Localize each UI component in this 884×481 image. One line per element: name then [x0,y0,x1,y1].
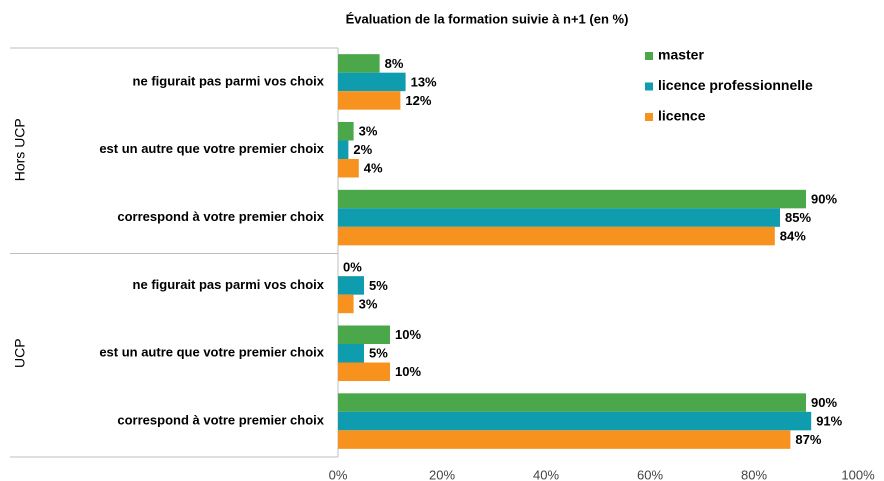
legend-swatch [645,113,653,121]
bar [338,411,812,431]
bar [338,430,791,449]
y-tick-label: correspond à votre premier choix [117,413,324,428]
x-tick-label: 80% [741,467,767,481]
group-label: Hors UCP [12,118,28,181]
bar [338,91,401,110]
bar [338,159,359,178]
value-label: 91% [816,414,842,429]
bar [338,189,806,209]
value-label: 13% [411,74,437,89]
value-label: 8% [385,56,404,71]
bar [338,122,354,141]
bar [338,226,775,246]
bar [338,140,349,159]
bar [338,208,780,227]
bar [338,276,364,295]
value-label: 90% [811,395,837,410]
y-tick-label: correspond à votre premier choix [117,209,324,224]
legend-label: master [658,47,704,63]
value-label: 0% [343,259,362,274]
legend-label: licence [658,108,706,124]
bar [338,54,380,73]
value-label: 10% [395,364,421,379]
group-label: UCP [12,338,28,368]
value-label: 5% [369,346,388,361]
y-tick-label: ne figurait pas parmi vos choix [133,73,325,88]
value-label: 12% [405,93,431,108]
legend-swatch [645,82,653,91]
value-label: 3% [359,124,378,139]
chart-title: Évaluation de la formation suivie à n+1 … [346,11,629,26]
y-tick-label: ne figurait pas parmi vos choix [133,277,325,292]
value-label: 84% [780,229,806,244]
x-tick-label: 60% [637,467,663,481]
bar [338,72,406,92]
legend-label: licence professionnelle [658,77,813,93]
value-label: 3% [359,296,378,311]
bar [338,325,390,344]
bar [338,294,354,314]
x-tick-label: 20% [429,467,455,481]
value-label: 4% [364,161,383,176]
x-tick-label: 100% [841,467,875,481]
bar [338,393,806,412]
legend-swatch [645,52,653,60]
y-tick-label: est un autre que votre premier choix [99,141,324,156]
y-tick-label: est un autre que votre premier choix [99,345,324,360]
value-label: 85% [785,210,811,225]
value-label: 10% [395,327,421,342]
bar [338,362,390,381]
x-tick-label: 0% [329,467,348,481]
bar [338,344,364,363]
x-tick-label: 40% [533,467,559,481]
value-label: 87% [795,432,821,447]
value-label: 5% [369,278,388,293]
value-label: 2% [353,142,372,157]
value-label: 90% [811,192,837,207]
